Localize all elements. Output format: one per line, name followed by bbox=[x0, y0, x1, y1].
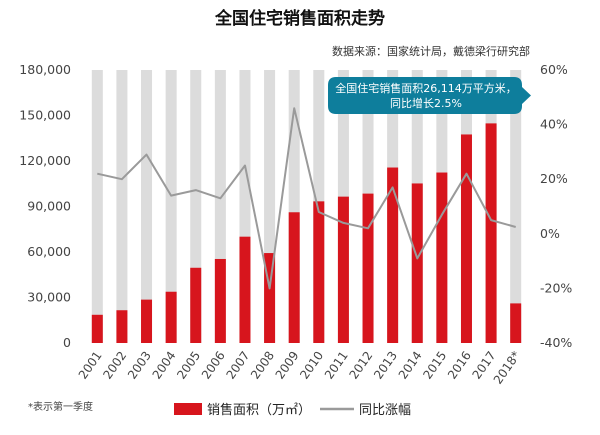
bar bbox=[214, 258, 226, 343]
x-tick-label: 2016 bbox=[445, 349, 474, 382]
y-left-tick-label: 60,000 bbox=[27, 244, 71, 259]
bar bbox=[436, 172, 448, 343]
y-left-tick-label: 150,000 bbox=[19, 108, 71, 123]
x-tick-label: 2013 bbox=[371, 349, 400, 382]
bar-series bbox=[91, 123, 522, 344]
y-right-tick-label: 0% bbox=[540, 226, 560, 241]
bar bbox=[116, 310, 128, 343]
x-tick-label: 2012 bbox=[346, 349, 375, 382]
y-left-tick-label: 120,000 bbox=[19, 153, 71, 168]
legend-line-label: 同比涨幅 bbox=[359, 403, 411, 418]
background-bar bbox=[264, 70, 276, 343]
x-tick-label: 2006 bbox=[199, 349, 228, 382]
x-tick-label: 2002 bbox=[100, 349, 129, 382]
x-tick-label: 2010 bbox=[297, 349, 326, 382]
y-right-tick-label: 40% bbox=[540, 117, 568, 132]
x-tick-label: 2005 bbox=[174, 349, 203, 382]
line-series bbox=[97, 107, 516, 290]
background-bar bbox=[116, 70, 128, 343]
y-axis-right: -40% -20% 0% 20% 40% 60% bbox=[540, 62, 572, 350]
y-left-tick-label: 90,000 bbox=[27, 199, 71, 214]
bar bbox=[141, 299, 153, 343]
y-left-tick-label: 180,000 bbox=[19, 62, 71, 77]
bar bbox=[510, 303, 522, 343]
background-bar bbox=[510, 70, 522, 343]
bar bbox=[190, 267, 202, 343]
y-axis-left: 0 30,000 60,000 90,000 120,000 150,000 180,000 bbox=[19, 62, 71, 350]
x-tick-label: 2011 bbox=[322, 349, 351, 382]
bar bbox=[337, 196, 349, 343]
bar bbox=[264, 253, 276, 343]
y-right-tick-label: -20% bbox=[540, 280, 572, 295]
source-note: 数据来源：国家统计局，戴德梁行研究部 bbox=[332, 44, 530, 58]
background-bar bbox=[239, 70, 251, 343]
legend-bar-label: 销售面积（万㎡） bbox=[207, 402, 311, 418]
x-tick-label: 2015 bbox=[420, 349, 449, 382]
background-bar bbox=[91, 70, 103, 343]
bar bbox=[91, 314, 103, 343]
bar bbox=[239, 236, 251, 343]
callout-line-2: 同比增长2.5% bbox=[390, 96, 462, 110]
x-tick-label: 2008 bbox=[248, 349, 277, 382]
bar bbox=[288, 212, 300, 343]
background-bar bbox=[288, 70, 300, 343]
line-series-path bbox=[97, 107, 516, 290]
x-tick-label: 2001 bbox=[76, 349, 105, 382]
x-tick-label: 2007 bbox=[223, 349, 252, 382]
y-left-tick-label: 0 bbox=[63, 335, 71, 350]
y-right-tick-label: 20% bbox=[540, 171, 568, 186]
legend-bar-swatch bbox=[174, 403, 202, 415]
background-bar bbox=[214, 70, 226, 343]
bar bbox=[460, 134, 472, 343]
x-tick-label: 2018* bbox=[491, 349, 523, 387]
callout-line-1: 全国住宅销售面积26,114万平方米， bbox=[335, 81, 517, 95]
callout-annotation: 全国住宅销售面积26,114万平方米， 同比增长2.5% bbox=[328, 77, 531, 114]
background-bar bbox=[141, 70, 153, 343]
x-tick-label: 2009 bbox=[273, 349, 302, 382]
x-tick-label: 2004 bbox=[150, 349, 179, 382]
bar bbox=[485, 123, 497, 344]
x-axis: 2001200220032004200520062007200820092010… bbox=[76, 349, 523, 387]
legend: 销售面积（万㎡） 同比涨幅 bbox=[174, 402, 411, 418]
x-tick-label: 2003 bbox=[125, 349, 154, 382]
bar bbox=[387, 167, 399, 343]
background-bar bbox=[165, 70, 177, 343]
y-left-tick-label: 30,000 bbox=[27, 290, 71, 305]
background-bar bbox=[190, 70, 202, 343]
x-tick-label: 2014 bbox=[396, 349, 425, 382]
chart-title: 全国住宅销售面积走势 bbox=[214, 8, 385, 29]
bar bbox=[165, 291, 177, 343]
y-right-tick-label: -40% bbox=[540, 335, 572, 350]
bar bbox=[362, 193, 374, 343]
bar bbox=[411, 183, 423, 343]
y-right-tick-label: 60% bbox=[540, 62, 568, 77]
footnote: *表示第一季度 bbox=[28, 400, 93, 413]
bar bbox=[313, 201, 325, 343]
callout-box bbox=[328, 77, 531, 114]
